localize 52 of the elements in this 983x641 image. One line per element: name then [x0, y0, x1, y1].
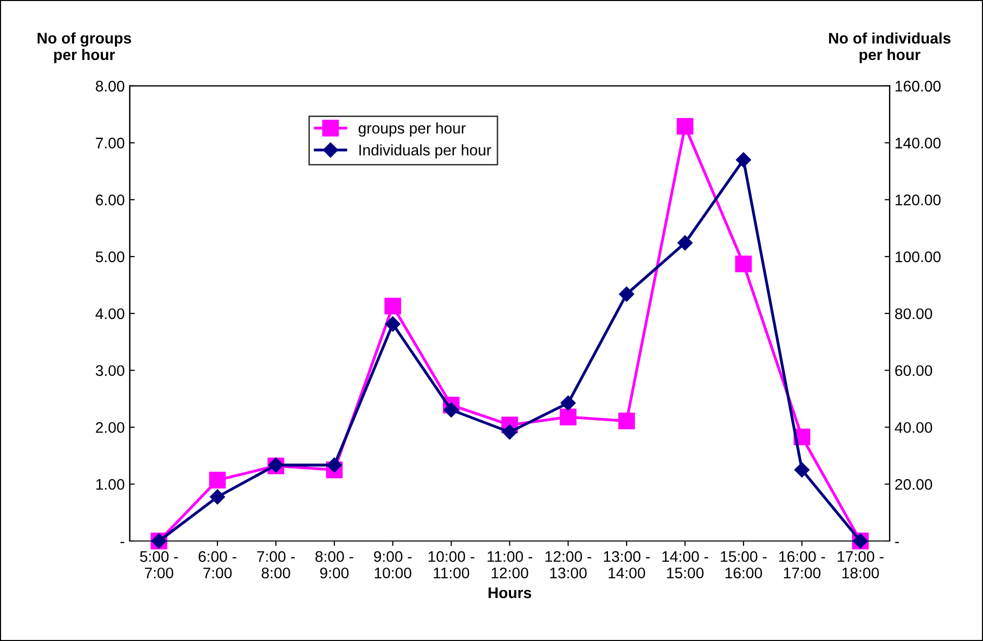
x-axis-title: Hours	[488, 588, 532, 598]
x-tick-label: 9:00 - 10:00	[374, 551, 412, 578]
x-tick-label: 13:00 - 14:00	[604, 551, 650, 578]
y-tick-label: 6.00	[96, 194, 124, 206]
x-tick-label: 17:00 - 18:00	[838, 551, 884, 578]
point	[794, 462, 810, 478]
y2-tick-label: 160.00	[896, 80, 941, 92]
x-tick-label: 16:00 - 17:00	[779, 551, 826, 578]
legend-label: Individuals per hour	[359, 144, 492, 159]
point	[384, 298, 402, 314]
y2-tick-label: 60.00	[895, 365, 932, 376]
y2-tick-label: 140.00	[896, 138, 941, 148]
y-tick-label: 4.00	[96, 308, 124, 320]
y-tick-label: 7.00	[96, 138, 124, 148]
point	[736, 152, 752, 168]
y-tick-label: 2.00	[96, 422, 124, 433]
y2-tick-label: 120.00	[896, 194, 941, 206]
point	[677, 235, 693, 250]
point	[326, 457, 342, 473]
point	[618, 412, 635, 430]
y-tick-label: 1.00	[96, 478, 124, 490]
point	[735, 256, 752, 272]
point	[444, 402, 459, 418]
y2-tick-label: 100.00	[896, 251, 941, 262]
x-tick-label: 14:00 - 15:00	[662, 551, 708, 578]
point	[385, 316, 400, 332]
y2-tick-label: 40.00	[894, 422, 932, 433]
point	[502, 424, 518, 440]
x-tick-label: 6:00 - 7:00	[198, 551, 236, 578]
point	[676, 118, 694, 135]
point	[619, 286, 634, 302]
x-tick-label: 12:00 - 13:00	[546, 551, 592, 578]
y2-axis-title: No of individuals per hour	[829, 32, 951, 64]
y2-tick-label: 20.00	[895, 478, 932, 490]
x-tick-label: 5:00 - 7:00	[140, 551, 178, 578]
point	[210, 489, 225, 504]
y-tick-label: 5.00	[96, 251, 124, 262]
x-tick-label: 15:00 - 16:00	[720, 551, 767, 578]
point	[560, 408, 576, 426]
y2-tick-label: 80.00	[895, 308, 932, 320]
point	[560, 395, 576, 411]
y-tick-label: 8.00	[96, 80, 124, 92]
x-tick-label: 11:00 - 12:00	[488, 551, 532, 578]
y-axis-title: No of groups per hour	[38, 32, 132, 64]
y-tick-label: 3.00	[96, 365, 124, 376]
y-tick-label: -	[120, 542, 124, 544]
legend-label: groups per hour	[358, 122, 466, 137]
x-tick-label: 7:00 - 8:00	[257, 551, 295, 578]
x-tick-label: 8:00 - 9:00	[315, 551, 354, 578]
x-tick-label: 10:00 - 11:00	[428, 551, 474, 578]
y2-tick-label: -	[895, 542, 899, 544]
point	[209, 472, 226, 488]
